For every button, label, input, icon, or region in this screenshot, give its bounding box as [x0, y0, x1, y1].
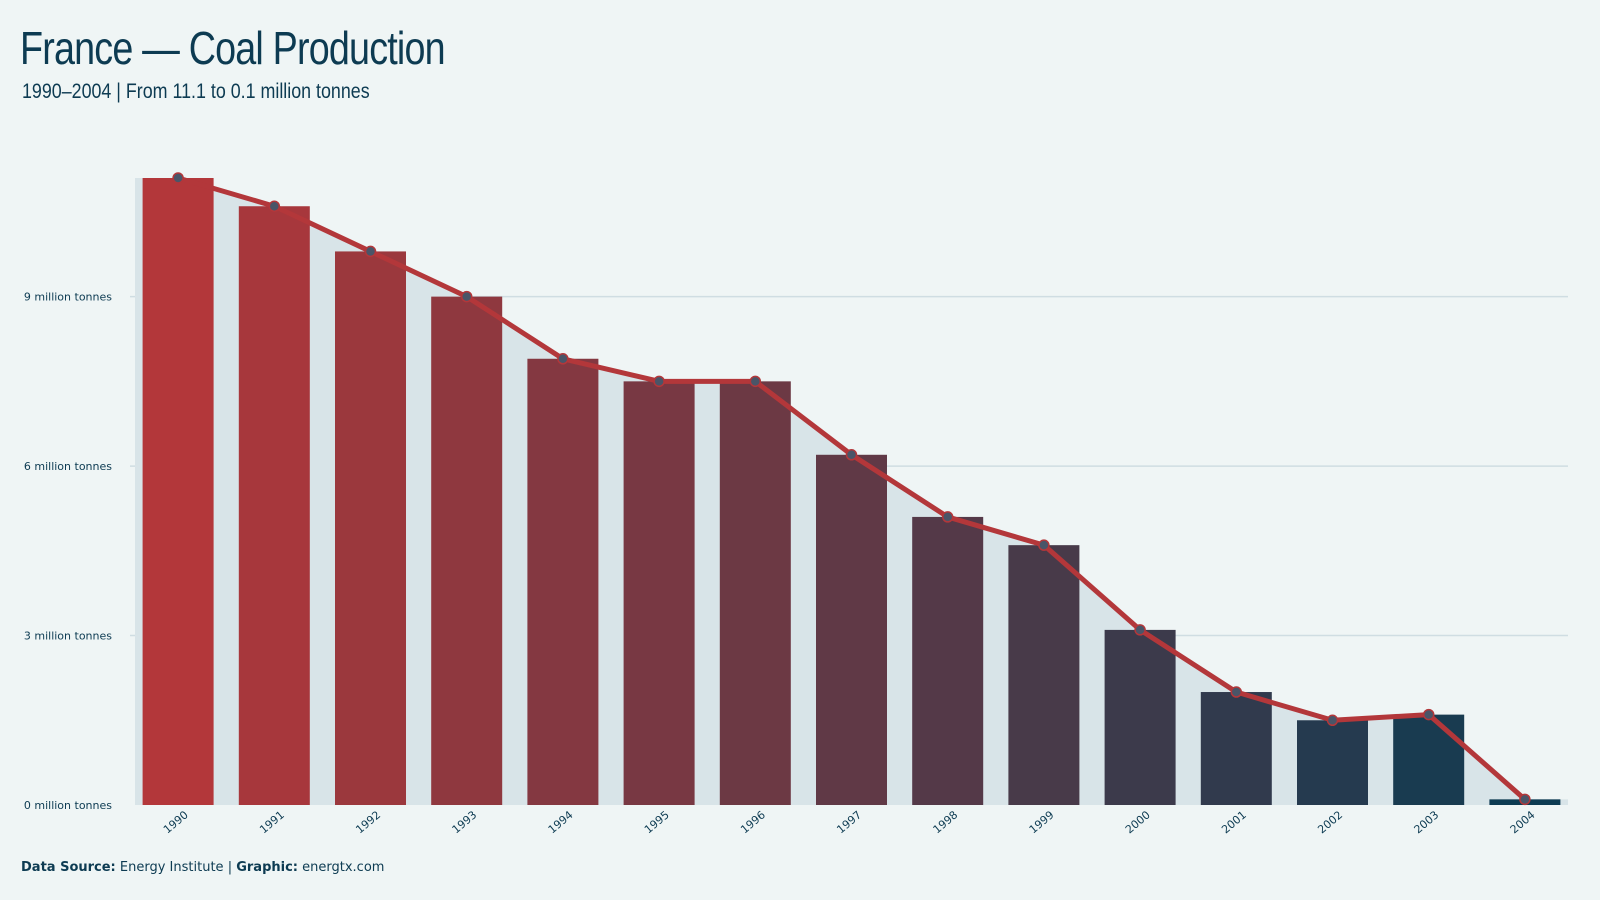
y-tick-label: 9 million tonnes [24, 291, 112, 304]
x-tick-label: 2002 [1315, 808, 1345, 836]
y-tick-label: 0 million tonnes [24, 799, 112, 812]
bar-1992 [335, 251, 406, 805]
marker-1997 [845, 449, 858, 461]
bars [142, 178, 1561, 806]
x-tick-label: 1996 [738, 808, 768, 836]
marker-1991 [268, 200, 281, 212]
marker-2001 [1230, 686, 1243, 698]
x-tick-label: 1999 [1027, 808, 1057, 836]
marker-1998 [941, 511, 954, 523]
x-tick-label: 2004 [1508, 808, 1538, 836]
x-tick-label: 1993 [450, 808, 480, 836]
marker-1993 [460, 290, 473, 303]
line-markers [172, 172, 1531, 806]
y-tick-label: 6 million tonnes [24, 460, 112, 473]
page-subtitle: 1990–2004 | From 11.1 to 0.1 million ton… [22, 80, 370, 103]
marker-2004 [1519, 793, 1531, 806]
footer-credits: Data Source: Energy Institute | Graphic:… [21, 860, 384, 875]
bar-1998 [912, 516, 984, 805]
bar-1993 [431, 296, 503, 805]
y-tick-label: 3 million tonnes [24, 630, 112, 643]
marker-2000 [1134, 624, 1146, 636]
marker-2003 [1422, 708, 1435, 721]
x-tick-label: 1998 [931, 808, 961, 836]
x-tick-label: 1997 [834, 808, 864, 836]
marker-1992 [364, 245, 377, 258]
marker-2002 [1326, 714, 1339, 727]
bar-2000 [1104, 629, 1176, 805]
bar-2003 [1393, 714, 1465, 805]
bar-2002 [1297, 720, 1368, 805]
graphic-label: Graphic: [236, 860, 298, 875]
bar-1991 [238, 206, 310, 806]
marker-1999 [1038, 539, 1050, 551]
marker-1995 [653, 375, 665, 388]
marker-1994 [557, 353, 569, 365]
x-tick-label: 1992 [353, 808, 383, 836]
graphic-value: energtx.com [302, 860, 385, 875]
footer-separator: | [227, 860, 233, 875]
x-axis: 1990 1991 1992 1993 1994 1995 1996 1997 1998 1999… [161, 808, 1538, 836]
bar-1990 [142, 178, 214, 805]
x-tick-label: 1990 [161, 808, 191, 836]
marker-1996 [749, 375, 762, 388]
bar-1997 [816, 454, 887, 805]
source-label: Data Source: [21, 860, 116, 875]
source-value: Energy Institute [119, 860, 224, 875]
bar-1999 [1008, 545, 1080, 805]
x-tick-label: 2001 [1219, 808, 1249, 836]
bar-1994 [527, 358, 599, 805]
x-tick-label: 1995 [642, 808, 672, 836]
x-tick-label: 1991 [257, 808, 287, 836]
y-axis: 0 million tonnes 3 million tonnes 6 millio… [24, 291, 1568, 812]
marker-1990 [172, 172, 184, 184]
bar-1996 [719, 381, 791, 805]
x-tick-label: 2000 [1123, 808, 1153, 836]
x-tick-label: 1994 [546, 808, 576, 836]
page-title: France — Coal Production [20, 22, 446, 74]
bar-1995 [623, 381, 695, 805]
x-tick-label: 2003 [1412, 808, 1442, 836]
bar-2001 [1200, 692, 1272, 805]
